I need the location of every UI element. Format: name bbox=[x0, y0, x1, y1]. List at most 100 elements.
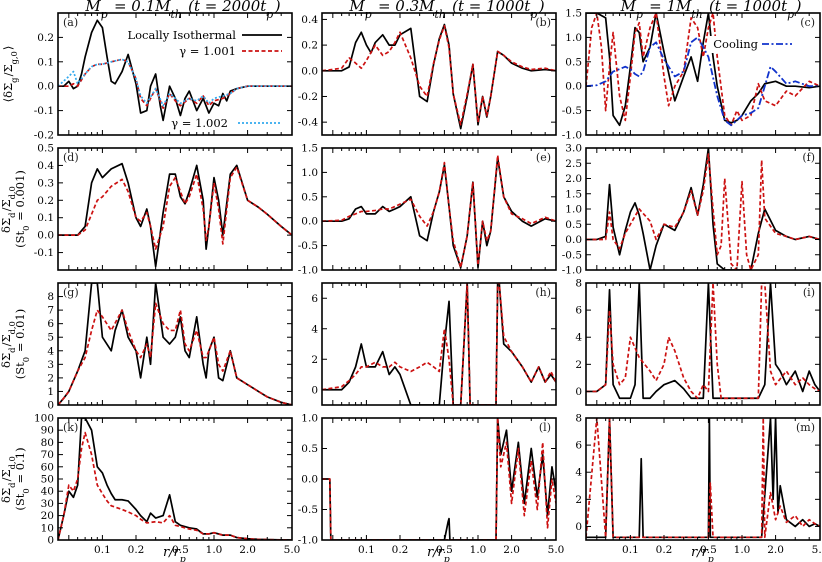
series-line-isothermal bbox=[58, 283, 292, 405]
x-tick-label: 0.2 bbox=[392, 544, 409, 556]
x-ticks bbox=[321, 283, 557, 405]
panel-m: 0.1 0.2 0.5 1.0 2.0 5.0 0 2 4 6 8 (m) bbox=[575, 413, 822, 557]
y-tick-label: 0.3 bbox=[37, 177, 54, 189]
x-ticks bbox=[57, 148, 293, 270]
series-line-isothermal bbox=[58, 19, 292, 122]
y-tick-label: -0.5 bbox=[298, 504, 318, 516]
series-group bbox=[58, 283, 292, 405]
y-tick-label: 20 bbox=[41, 510, 54, 522]
x-label-col-3: r/rp bbox=[691, 545, 715, 562]
y-tick-label: 2 bbox=[311, 354, 318, 366]
y-tick-label: 0.4 bbox=[301, 14, 318, 26]
x-tick-label: 1.0 bbox=[734, 544, 751, 556]
series-line-isothermal bbox=[586, 283, 820, 400]
y-tick-label: -1.0 bbox=[562, 265, 582, 277]
y-ticks: -0.4 -0.2 0.0 0.2 0.4 bbox=[298, 14, 556, 129]
series-group bbox=[322, 418, 556, 540]
panel-tag: (f) bbox=[802, 151, 815, 164]
panel-frame bbox=[321, 147, 557, 271]
x-tick-label: 1.0 bbox=[470, 544, 487, 556]
y-tick-label: 100 bbox=[34, 413, 54, 425]
y-ticks: -1.0 -0.5 0.0 0.5 1.0 1.5 2.0 2.5 3.0 bbox=[562, 143, 820, 277]
panel-tag: (d) bbox=[63, 151, 79, 164]
y-tick-label: 0 bbox=[311, 384, 318, 396]
x-tick-label: 5.0 bbox=[548, 544, 565, 556]
x-ticks: 0.1 0.2 0.5 1.0 2.0 5.0 bbox=[321, 418, 565, 556]
panel-d: -0.1 0.0 0.1 0.2 0.3 0.4 0.5 (d) bbox=[34, 143, 293, 271]
series-group bbox=[586, 283, 820, 400]
column-title-2: Mp = 0.3Mth (t = 1000tp ) bbox=[348, 0, 544, 21]
x-tick-label: 5.0 bbox=[284, 544, 301, 556]
series-line-gamma-1001 bbox=[586, 153, 820, 270]
y-tick-label: 90 bbox=[41, 425, 54, 437]
x-tick-label: 0.1 bbox=[94, 544, 111, 556]
series-line-isothermal bbox=[586, 418, 820, 539]
y-tick-label: 2 bbox=[575, 494, 582, 506]
series-group bbox=[322, 283, 556, 405]
series-group bbox=[586, 148, 820, 270]
panel-frame bbox=[585, 282, 821, 406]
x-label-col-2: r/rp bbox=[427, 545, 451, 562]
y-tick-label: 6 bbox=[575, 440, 582, 452]
series-line-gamma-1001 bbox=[322, 283, 556, 405]
y-tick-label: -0.4 bbox=[298, 117, 319, 129]
y-tick-label: -0.5 bbox=[562, 105, 582, 117]
panel-f: -1.0 -0.5 0.0 0.5 1.0 1.5 2.0 2.5 3.0 (f) bbox=[562, 143, 821, 277]
y-ticks: -1.0 -0.5 0.0 0.5 1.0 bbox=[298, 413, 556, 547]
series-line-isothermal bbox=[58, 162, 292, 268]
y-tick-label: 3 bbox=[47, 359, 54, 371]
legend-label-cooling: Cooling bbox=[713, 37, 758, 51]
x-tick-label: 0.1 bbox=[358, 544, 375, 556]
column-title-3: Mp = 1Mth (t = 1000tp ) bbox=[620, 0, 802, 21]
series-line-gamma-1001 bbox=[58, 58, 292, 110]
series-line-isothermal bbox=[586, 13, 820, 127]
panel-frame bbox=[321, 417, 557, 541]
row-4-ylabel-1: δΣd /Σd,0 bbox=[0, 455, 17, 503]
y-tick-label: 2 bbox=[575, 359, 582, 371]
y-ticks: -0.1 0.0 0.1 0.2 0.3 0.4 0.5 bbox=[34, 143, 292, 259]
legend-panel-a: Locally Isothermal γ = 1.001 γ = 1.002 bbox=[127, 28, 282, 130]
series-line-gamma-1001 bbox=[58, 302, 292, 405]
y-tick-label: 4 bbox=[575, 332, 582, 344]
panel-k: 0.1 0.2 0.5 1.0 2.0 5.00102030405060708090100… bbox=[34, 413, 300, 557]
series-line-isothermal bbox=[322, 156, 556, 269]
y-tick-label: 10 bbox=[41, 522, 54, 534]
series-line-gamma-1001 bbox=[58, 431, 292, 540]
x-tick-label: 2.0 bbox=[767, 544, 784, 556]
y-tick-label: 1.0 bbox=[565, 204, 582, 216]
x-ticks bbox=[321, 13, 557, 135]
series-line-cooling bbox=[586, 36, 820, 127]
y-tick-label: 0.5 bbox=[301, 443, 318, 455]
y-ticks: -1.0 -0.5 0.0 0.5 1.0 1.5 bbox=[298, 143, 556, 277]
y-tick-label: 40 bbox=[41, 486, 54, 498]
series-line-gamma-1001 bbox=[586, 13, 820, 127]
panel-b: -0.4 -0.2 0.0 0.2 0.4 (b) bbox=[298, 12, 557, 136]
series-line-gamma-1002 bbox=[58, 58, 292, 107]
series-line-isothermal bbox=[322, 418, 556, 540]
series-line-gamma-1001 bbox=[322, 24, 556, 126]
y-tick-label: 0.2 bbox=[37, 195, 54, 207]
y-ticks: 0 2 4 6 bbox=[311, 293, 556, 396]
y-tick-label: 2 bbox=[47, 372, 54, 384]
y-tick-label: 0.0 bbox=[301, 474, 318, 486]
y-tick-label: 1.5 bbox=[301, 143, 318, 155]
y-ticks: -1.0 -0.5 0.0 0.5 1.0 1.5 bbox=[562, 8, 820, 142]
x-ticks: 0.1 0.2 0.5 1.0 2.0 5.0 bbox=[585, 418, 822, 556]
y-tick-label: 0.0 bbox=[565, 81, 582, 93]
y-tick-label: 2.0 bbox=[565, 173, 582, 185]
panel-frame bbox=[57, 12, 293, 136]
y-tick-label: 6 bbox=[311, 293, 318, 305]
legend-label-isothermal: Locally Isothermal bbox=[127, 28, 236, 42]
y-tick-label: 0.4 bbox=[37, 160, 54, 172]
y-tick-label: -1.0 bbox=[562, 130, 582, 142]
row-4-ylabel-2: (St0 = 0.1) bbox=[13, 447, 31, 510]
series-group bbox=[58, 19, 292, 122]
y-tick-label: 1.5 bbox=[565, 188, 582, 200]
panel-c: -1.0 -0.5 0.0 0.5 1.0 1.5 (c) bbox=[562, 8, 821, 142]
series-line-isothermal bbox=[322, 283, 556, 405]
row-2-ylabel-2: (St0 = 0.001) bbox=[13, 170, 31, 248]
y-tick-label: 6 bbox=[575, 305, 582, 317]
y-tick-label: 0.5 bbox=[565, 219, 582, 231]
y-tick-label: 0 bbox=[575, 386, 582, 398]
x-ticks: 0.1 0.2 0.5 1.0 2.0 5.0 bbox=[57, 418, 301, 556]
